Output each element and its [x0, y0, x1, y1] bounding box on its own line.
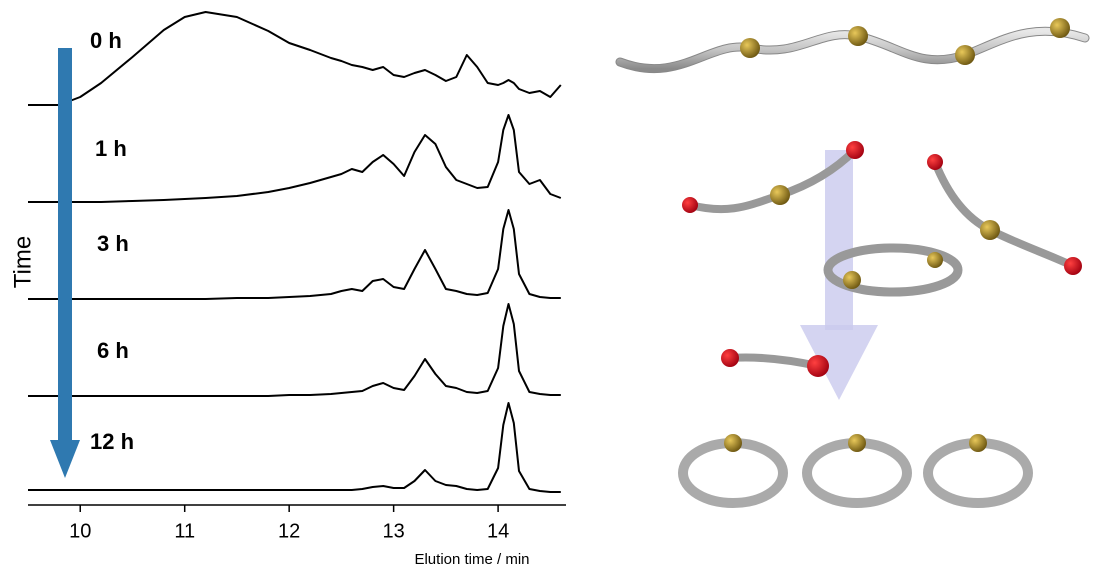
chromatogram-trace [28, 402, 561, 493]
chromatogram-plot: 10 11 12 13 14 0 h 1 h 3 h 6 h 12 h [28, 11, 566, 542]
chromatogram-trace [28, 114, 562, 203]
x-tick-label: 14 [487, 520, 509, 542]
trace-label: 0 h [90, 28, 122, 53]
trace-label: 1 h [95, 136, 127, 161]
trace-label: 6 h [97, 338, 129, 363]
x-tick-label: 12 [278, 520, 300, 542]
chromatogram-trace [28, 303, 561, 397]
x-tick-label: 10 [69, 520, 91, 542]
time-arrow [50, 48, 80, 478]
chromatogram-trace [28, 209, 561, 300]
trace-label: 3 h [97, 231, 129, 256]
x-tick-label: 13 [383, 520, 405, 542]
x-axis-label: Elution time / min [414, 551, 529, 568]
trace-label: 12 h [90, 429, 134, 454]
polymer-illustration [615, 18, 1090, 508]
y-axis-label: Time [9, 236, 36, 288]
chromatogram-trace [28, 11, 562, 106]
x-tick-label: 11 [174, 520, 195, 542]
